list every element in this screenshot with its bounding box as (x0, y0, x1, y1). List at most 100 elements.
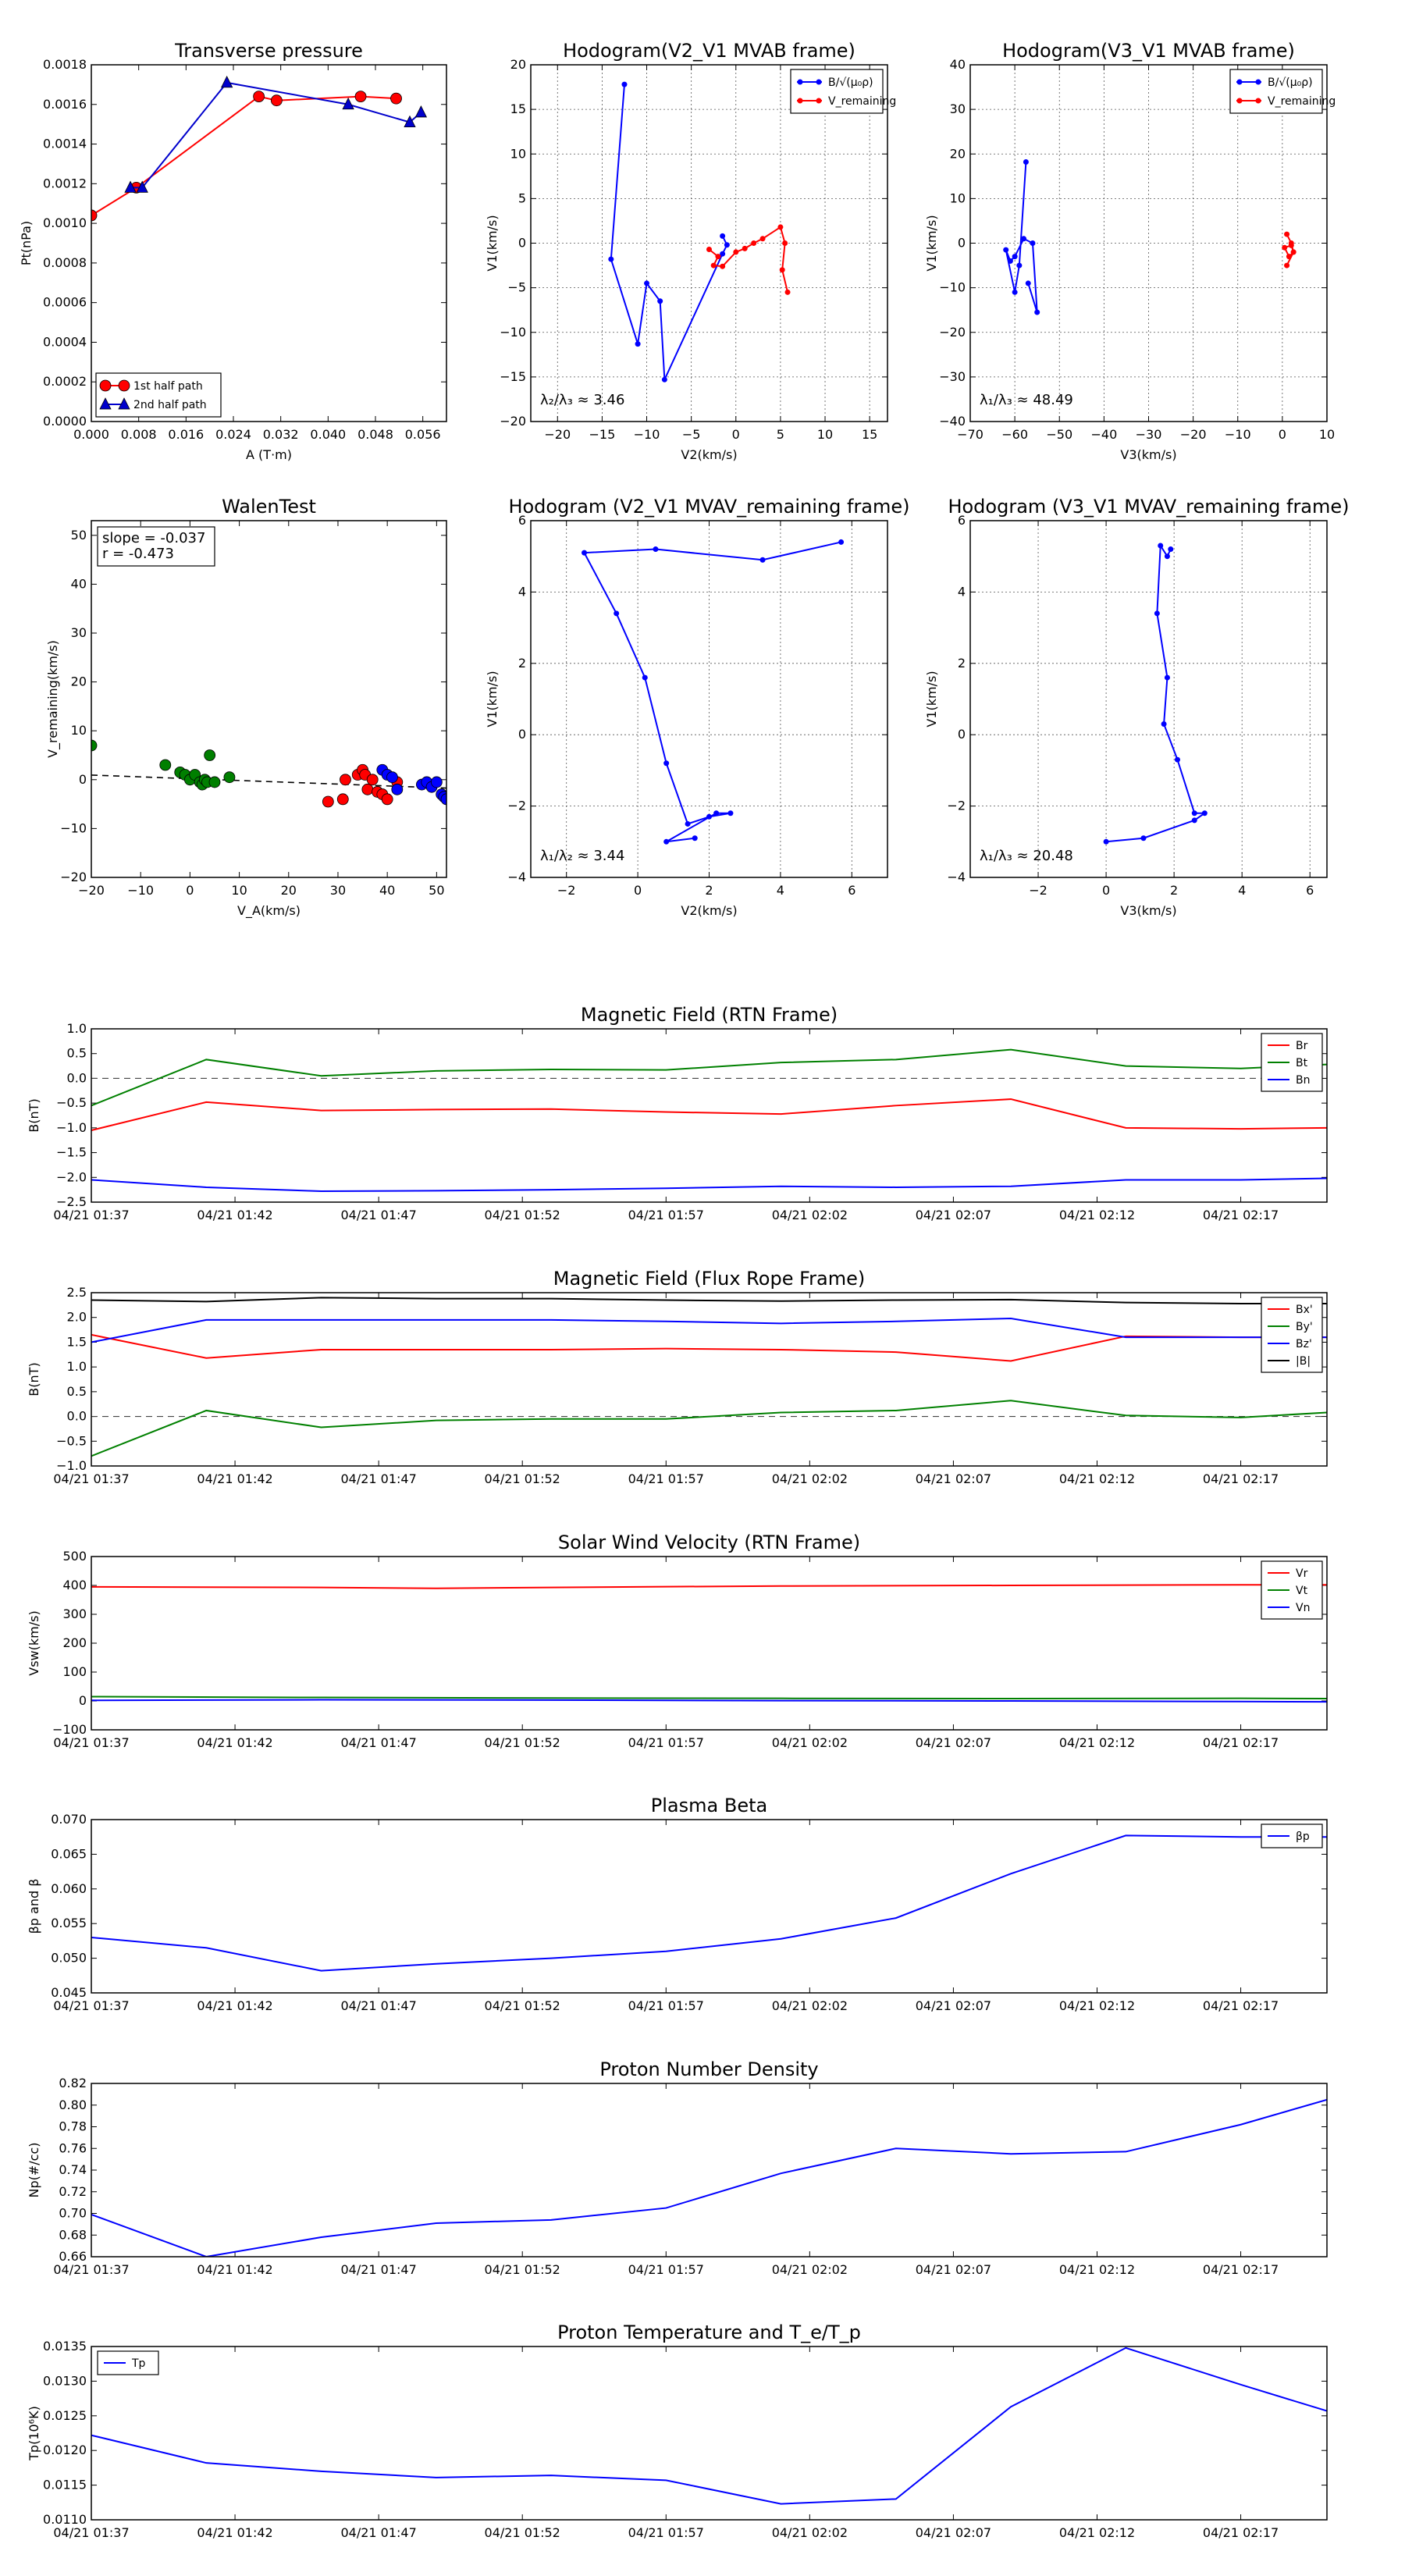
axes-frame (969, 64, 1328, 422)
ratio-annotation: λ₁/λ₃ ≈ 20.48 (980, 848, 1073, 864)
x-tick-label: 30 (330, 883, 346, 898)
data-point (1003, 247, 1009, 253)
x-tick-label: −10 (127, 883, 154, 898)
x-tick-label: 04/21 01:42 (197, 1735, 272, 1750)
data-point (336, 793, 349, 806)
data-point (1288, 242, 1294, 248)
x-tick-label: −15 (589, 427, 616, 442)
y-tick-label: 0.0006 (43, 295, 87, 310)
x-tick-label: 4 (777, 883, 784, 898)
series-line-b (91, 1297, 1327, 1304)
data-layer (91, 739, 446, 808)
panel-vsw: 04/21 01:37 04/21 01:42 04/21 01:47 04/21 0… (27, 1532, 1328, 1750)
x-tick-label: 04/21 02:02 (772, 1735, 848, 1750)
x-axis-label: V_A(km/s) (237, 903, 301, 919)
x-tick-label: 0 (186, 883, 194, 898)
y-tick-label: −4 (507, 870, 526, 884)
axes-frame (91, 1292, 1328, 1467)
y-tick-label: −0.5 (56, 1433, 87, 1448)
x-tick-label: 6 (848, 883, 855, 898)
x-tick-label: 04/21 01:37 (53, 2262, 129, 2277)
legend: B/√(μ₀ρ) V_remaining (790, 69, 896, 114)
legend-entry: Vn (1296, 1602, 1310, 1614)
x-tick-label: 04/21 02:12 (1059, 2525, 1135, 2540)
x-axis-label: V3(km/s) (1120, 903, 1176, 918)
y-tick-label: 20 (950, 146, 966, 161)
series-line-p (91, 1834, 1327, 1972)
y-tick-label: 0.0008 (43, 255, 87, 270)
x-tick-label: 0.024 (215, 427, 251, 442)
panel-title: WalenTest (222, 496, 316, 518)
x-tick-label: 0.016 (168, 427, 204, 442)
legend-entry: |B| (1296, 1355, 1311, 1368)
x-tick-label: 04/21 01:37 (53, 2525, 129, 2540)
legend: B/√(μ₀ρ) V_remaining (1229, 69, 1336, 114)
series-line-bn (91, 1177, 1327, 1193)
legend-marker (118, 379, 130, 392)
series-b- (1003, 159, 1040, 315)
y-tick-label: 0.82 (59, 2076, 87, 2090)
axes-frame (91, 1556, 1328, 1731)
legend-entry: 2nd half path (133, 399, 207, 411)
series-line-bt (91, 1048, 1327, 1107)
data-point (361, 783, 374, 795)
y-axis-label: V1(km/s) (924, 671, 939, 727)
panel-pt: 0.000 0.008 0.016 0.024 0.032 0.040 0.048 0.056… (19, 40, 447, 462)
y-tick-label: 0 (958, 727, 966, 742)
panel-title: Solar Wind Velocity (RTN Frame) (558, 1532, 860, 1553)
data-point (706, 813, 712, 820)
x-tick-label: 04/21 02:17 (1203, 2262, 1279, 2277)
y-axis-label: B(nT) (27, 1098, 41, 1132)
legend-entry: 1st half path (133, 380, 203, 393)
x-tick-label: −20 (544, 427, 571, 442)
y-tick-label: 20 (71, 674, 87, 689)
axes-frame (91, 2346, 1328, 2521)
x-tick-label: 04/21 01:47 (340, 1998, 416, 2013)
y-tick-label: 0.80 (59, 2097, 87, 2112)
data-point (784, 289, 791, 295)
x-tick-label: 0 (1102, 883, 1110, 898)
x-tick-label: 0.000 (73, 427, 109, 442)
data-point (720, 251, 726, 257)
data-layer (91, 1584, 1327, 1703)
x-tick-label: −2 (1029, 883, 1048, 898)
data-point (381, 793, 393, 806)
data-point (1286, 254, 1292, 260)
y-tick-label: 0.070 (51, 1812, 87, 1827)
panel-title: Proton Number Density (599, 2058, 818, 2080)
series-green (91, 739, 236, 791)
data-point (1290, 249, 1297, 255)
y-tick-label: 0 (79, 1693, 87, 1708)
stats-box (97, 526, 215, 567)
y-tick-label: −10 (500, 325, 526, 340)
data-point (759, 236, 766, 242)
data-point (657, 298, 663, 304)
data-point (710, 262, 717, 269)
data-point (1103, 838, 1109, 845)
data-point (1158, 543, 1164, 549)
y-tick-label: −10 (60, 820, 87, 835)
x-axis-label: V2(km/s) (681, 447, 737, 462)
series-line-bz (91, 1317, 1327, 1343)
x-tick-label: 10 (817, 427, 833, 442)
data-point (414, 105, 428, 118)
panel-hodo-v3-mvab: −70 −60 −50 −40 −30 −20 −10 0 10 −40 −30 −20 −10 0 10 2… (924, 40, 1336, 462)
y-tick-label: 0.060 (51, 1881, 87, 1896)
data-layer (1103, 543, 1208, 845)
legend-marker (99, 379, 112, 392)
y-tick-label: 100 (62, 1664, 87, 1679)
y-tick-label: 0.0 (67, 1409, 87, 1424)
legend: Bx' By' Bz' |B| (1261, 1297, 1323, 1373)
data-point (642, 674, 648, 681)
x-tick-label: 10 (231, 883, 247, 898)
y-tick-label: 0.74 (59, 2162, 87, 2177)
y-tick-label: 0.0110 (43, 2512, 87, 2527)
y-tick-label: 0.66 (59, 2249, 87, 2264)
y-tick-label: 0.76 (59, 2140, 87, 2155)
y-tick-label: 2 (518, 656, 526, 671)
panel-beta: 04/21 01:37 04/21 01:42 04/21 01:47 04/21 0… (27, 1795, 1328, 2013)
data-point (777, 224, 784, 230)
series-red (322, 763, 404, 808)
